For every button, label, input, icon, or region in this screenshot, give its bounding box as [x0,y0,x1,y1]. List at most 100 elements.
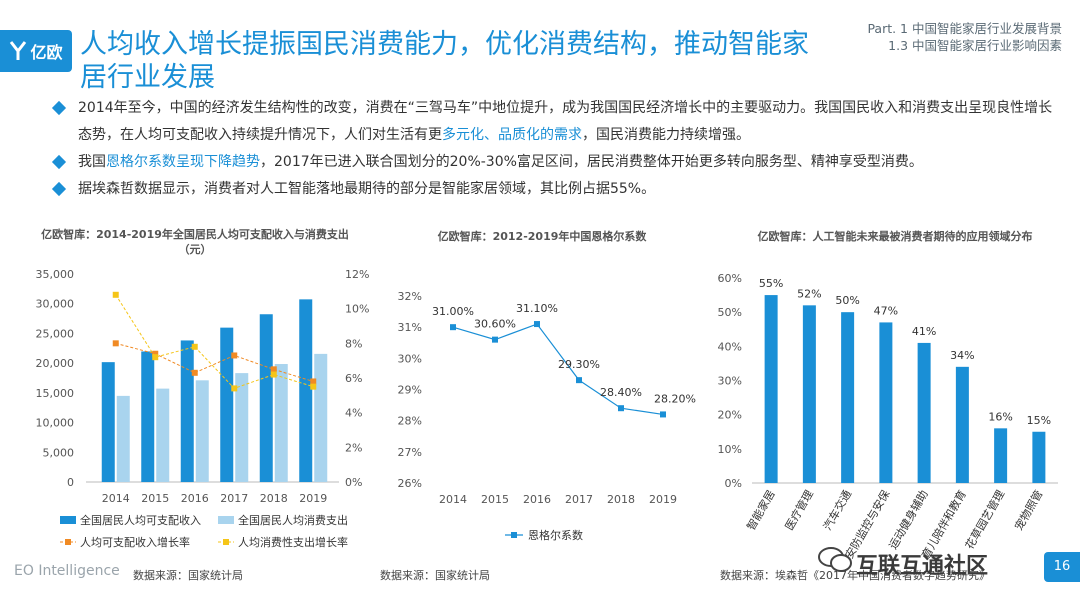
data-point [534,321,540,328]
series-line [452,323,664,416]
data-label: 28.40% [600,386,642,399]
data-label: 15% [1027,414,1051,427]
x-tick-label: 2015 [481,493,509,506]
x-tick-label: 2014 [102,492,130,505]
data-label: 52% [797,287,821,300]
bullet-text: 我国 [78,154,106,170]
y-tick-label: 20,000 [36,357,75,370]
legend-marker [511,532,517,538]
bar [220,327,234,482]
bullet-item: 我国恩格尔系数呈现下降趋势，2017年已进入联合国划分的20%-30%富足区间，… [51,149,1054,176]
bullet-highlight: 恩格尔系数呈现下降趋势 [106,154,260,170]
x-tick-label: 花草园艺管理 [962,488,1007,552]
y-tick-label: 27% [398,446,422,459]
x-tick-label: 2016 [523,493,551,506]
legend-marker [223,539,229,545]
y-tick-label: 26% [398,477,422,490]
x-tick-label: 2019 [299,492,327,505]
series-line [115,294,314,389]
series-line [115,342,314,382]
data-point [660,411,666,418]
bar [955,366,969,483]
y-tick-label: 35,000 [36,268,75,281]
y2-tick-label: 8% [345,337,362,350]
x-tick-label: 2017 [220,492,248,505]
data-point [231,352,238,359]
y-tick-label: 0 [67,476,74,489]
y-tick-label: 30,000 [36,298,75,311]
y-tick-label: 10,000 [36,417,75,430]
y-tick-label: 29% [398,384,422,397]
x-tick-label: 2015 [141,492,169,505]
y2-tick-label: 4% [345,407,362,420]
chart3-title: 亿欧智库：人工智能未来最被消费者期待的应用领域分布 [757,230,1033,243]
bar [235,373,249,482]
data-point [450,324,456,331]
chart2-source: 数据来源：国家统计局 [380,569,490,582]
y-tick-label: 31% [398,321,422,334]
chart3-source: 数据来源：埃森哲《2017年中国消费者数字趋势研究》 [720,569,990,582]
logo-mark-icon [10,41,27,60]
bar [180,340,194,482]
legend-label: 恩格尔系数 [528,528,583,542]
section-title: 1.3 中国智能家居行业影响因素 [888,38,1062,53]
y-tick-label: 10% [718,443,742,456]
bullet-text: ，国民消费能力持续增强。 [582,127,750,143]
x-tick-label: 2018 [260,492,288,505]
x-tick-label: 2019 [649,493,677,506]
data-label: 41% [912,325,936,338]
x-tick-label: 汽车交通 [820,488,854,533]
bar [141,351,155,482]
bullet-item: 2014年至今，中国的经济发生结构性的改变，消费在“三驾马车”中地位提升，成为我… [51,95,1054,149]
data-point [310,378,317,385]
y-tick-label: 60% [718,272,742,285]
data-label: 28.20% [654,392,696,405]
data-label: 34% [950,349,974,362]
bullet-text: 2014年至今，中国的经济发生结构性的改变，消费在“三驾马车”中地位提升，成为我… [78,100,1053,143]
data-label: 29.30% [558,358,600,371]
bar [802,305,816,483]
y-tick-label: 40% [718,340,742,353]
y-tick-label: 0% [725,477,742,490]
y-tick-label: 25,000 [36,327,75,340]
legend-swatch [60,516,76,524]
data-point [191,369,198,376]
chart1-title: 亿欧智库：2014-2019年全国居民人均可支配收入与消费支出（元） [41,228,349,256]
data-label: 31.00% [432,305,474,318]
data-point [576,377,582,384]
bar [259,314,273,482]
data-label: 30.60% [474,318,516,331]
y2-tick-label: 6% [345,372,362,385]
logo: 亿欧 [0,30,72,72]
chart2-title: 亿欧智库：2012-2019年中国恩格尔系数 [437,230,647,243]
page-title: 人均收入增长提振国民消费能力，优化消费结构，推动智能家居行业发展 [80,29,809,93]
data-label: 55% [759,277,783,290]
x-tick-label: 2014 [439,493,467,506]
section-label: Part. 1 中国智能家居行业发展背景 1.3 中国智能家居行业影响因素 [867,20,1062,54]
data-point [270,366,277,373]
bullet-highlight: 多元化、品质化的需求 [442,127,582,143]
data-point [191,343,198,350]
bar [195,380,209,482]
y2-tick-label: 10% [345,303,369,316]
y-tick-label: 20% [718,409,742,422]
y-tick-label: 30% [398,352,422,365]
x-tick-label: 2016 [181,492,209,505]
data-point [270,371,277,378]
legend-marker [65,539,71,545]
data-label: 50% [835,294,859,307]
x-tick-label: 2018 [607,493,635,506]
bar [994,428,1008,483]
legend-swatch [218,516,234,524]
bar [841,312,855,483]
y-tick-label: 15,000 [36,387,75,400]
data-point [152,354,159,361]
bar [274,364,288,482]
bar [879,322,893,483]
data-point [152,350,159,357]
bar [156,388,170,482]
y-tick-label: 50% [718,306,742,319]
bar [299,299,313,482]
bar [1032,431,1046,483]
